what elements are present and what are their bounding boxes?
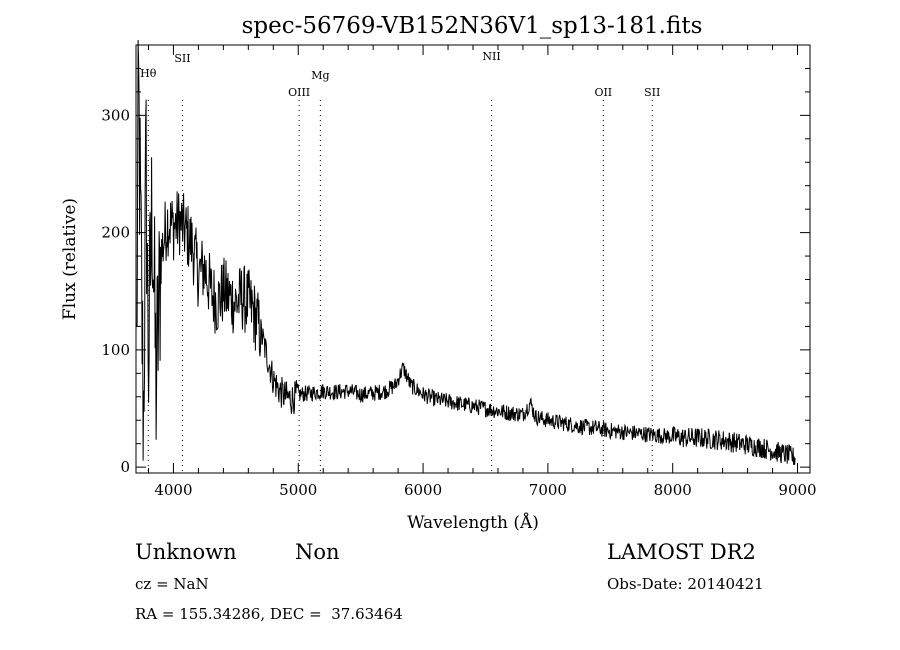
spectrum-line	[136, 39, 796, 465]
y-axis-label: Flux (relative)	[60, 198, 80, 320]
emission-line-label: Hθ	[140, 67, 157, 80]
emission-line-label: Mg	[311, 69, 329, 82]
y-tick-label: 200	[101, 224, 130, 242]
x-tick-label: 9000	[778, 481, 816, 499]
emission-line-label: OIII	[288, 86, 310, 99]
redshift-label: cz = NaN	[135, 575, 209, 593]
coordinates-label: RA = 155.34286, DEC = 37.63464	[135, 605, 403, 623]
x-axis-label: Wavelength (Å)	[407, 512, 539, 533]
y-tick-label: 0	[120, 458, 130, 476]
emission-line-label: SII	[174, 52, 190, 65]
obs-date-label: Obs-Date: 20140421	[607, 575, 764, 593]
x-tick-label: 5000	[279, 481, 317, 499]
emission-line-label: OII	[594, 86, 612, 99]
x-tick-label: 8000	[654, 481, 692, 499]
y-tick-label: 300	[101, 106, 130, 124]
axis-ticks: 4000 5000 6000 7000 8000 9000 0 100 200 300	[101, 45, 817, 499]
chart-title: spec-56769-VB152N36V1_sp13-181.fits	[242, 13, 703, 39]
emission-line-label: SII	[644, 86, 660, 99]
emission-line-label: NII	[482, 50, 500, 63]
y-tick-label: 100	[101, 341, 130, 359]
subclass-label: Non	[295, 540, 340, 564]
classification-label: Unknown	[135, 540, 237, 564]
x-tick-label: 7000	[529, 481, 567, 499]
x-tick-label: 4000	[154, 481, 192, 499]
survey-label: LAMOST DR2	[607, 540, 756, 564]
x-tick-label: 6000	[404, 481, 442, 499]
